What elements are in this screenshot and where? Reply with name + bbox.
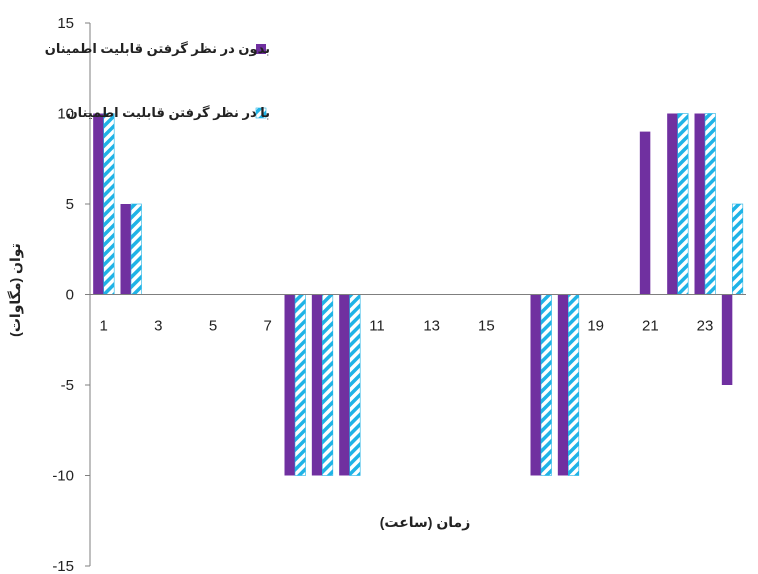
x-tick-label: 5 <box>209 318 217 335</box>
y-tick-label: 15 <box>57 15 74 32</box>
legend-label-series-1: بدون در نظر گرفتن قابلیت اطمینان <box>45 41 270 56</box>
bar-series-2-hour-17 <box>540 294 552 476</box>
x-tick-label: 3 <box>154 318 162 335</box>
axes <box>85 22 746 567</box>
bar-series-2-hour-22 <box>677 113 689 295</box>
legend-swatch-hatched <box>255 107 267 119</box>
x-tick-label: 13 <box>423 318 440 335</box>
legend: بدون در نظر گرفتن قابلیت اطمینان با در ن… <box>45 41 270 120</box>
bar-series-1-hour-17 <box>530 294 541 476</box>
bar-series-1-hour-10 <box>339 294 350 476</box>
bar-series-1-hour-23 <box>694 113 705 295</box>
legend-label-series-2: با در نظر گرفتن قابلیت اطمینان <box>67 105 270 120</box>
bar-series-1-hour-22 <box>667 113 678 295</box>
bar-series-1-hour-21 <box>639 131 651 295</box>
x-axis-title: زمان (ساعت) <box>380 514 471 530</box>
bar-series-2-hour-18 <box>568 294 580 476</box>
bar-series-2-hour-24 <box>732 203 744 295</box>
bar-series-2-hour-9 <box>322 294 334 476</box>
bar-series-2-hour-1 <box>103 113 115 295</box>
y-tick-label: 5 <box>66 196 74 213</box>
legend-swatch-solid <box>256 44 266 54</box>
y-axis-title: توان (مگاوات) <box>7 243 24 337</box>
x-tick-label: 23 <box>697 318 714 335</box>
y-axis-tick-labels: 15 10 5 0 -5 -10 -15 <box>52 15 74 574</box>
x-tick-label: 7 <box>263 318 271 335</box>
x-tick-label: 15 <box>478 318 495 335</box>
y-tick-label: 0 <box>66 287 74 304</box>
y-tick-label: 10 <box>57 106 74 123</box>
y-tick-label: -10 <box>52 468 74 485</box>
x-axis-tick-labels: 1357911131517192123 <box>99 318 713 335</box>
x-tick-label: 1 <box>99 318 107 335</box>
bar-series-2-hour-10 <box>349 294 361 476</box>
x-tick-label: 21 <box>642 318 659 335</box>
bar-series-2-hour-8 <box>294 294 306 476</box>
y-tick-label: -5 <box>61 377 74 394</box>
bar-series-1-hour-18 <box>557 294 569 476</box>
bars <box>93 113 744 476</box>
bar-series-2-hour-23 <box>704 113 716 295</box>
bar-series-1-hour-9 <box>311 294 323 476</box>
bar-series-1-hour-24 <box>721 294 733 385</box>
bar-series-1-hour-1 <box>93 113 104 295</box>
bar-series-2-hour-2 <box>130 203 142 295</box>
x-tick-label: 19 <box>587 318 604 335</box>
x-tick-label: 11 <box>369 318 385 335</box>
bar-series-1-hour-8 <box>284 294 295 476</box>
y-tick-label: -15 <box>52 558 74 574</box>
bar-series-1-hour-2 <box>120 204 131 295</box>
